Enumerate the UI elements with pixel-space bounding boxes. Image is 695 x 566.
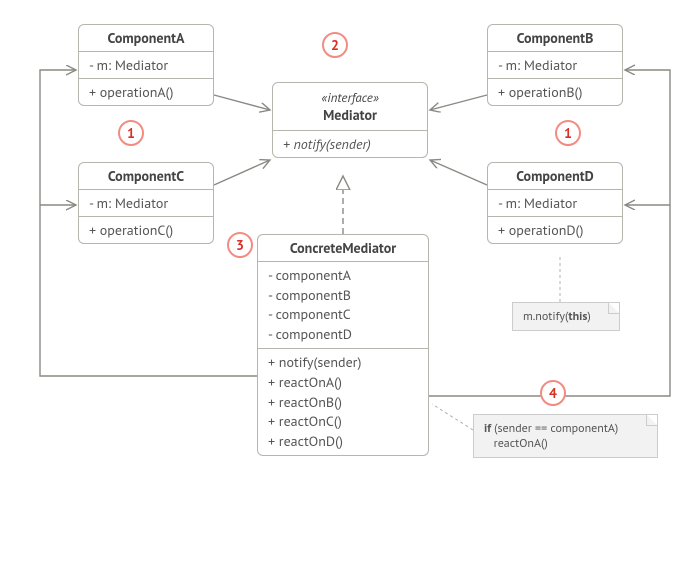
- class-component-d: ComponentD - m: Mediator + operationD(): [487, 162, 623, 244]
- annotation-badge-1a: 1: [118, 120, 144, 146]
- class-component-a: ComponentA - m: Mediator + operationA(): [78, 24, 214, 106]
- class-operation: + reactOnB(): [268, 393, 418, 413]
- class-field: - m: Mediator: [79, 52, 213, 79]
- class-field: - componentA: [268, 266, 418, 286]
- reaction-text: reactOnA(): [484, 436, 647, 451]
- annotation-badge-3: 3: [227, 232, 253, 258]
- class-title: ComponentB: [488, 25, 622, 52]
- class-title: ComponentA: [79, 25, 213, 52]
- class-operation: + reactOnC(): [268, 412, 418, 432]
- class-field: - componentD: [268, 325, 418, 345]
- class-fields: - componentA - componentB - componentC -…: [258, 262, 428, 349]
- class-field: - m: Mediator: [488, 52, 622, 79]
- class-operation: + reactOnA(): [268, 373, 418, 393]
- class-operation: + operationD(): [488, 217, 622, 243]
- class-operation: + operationB(): [488, 79, 622, 105]
- class-concrete-mediator: ConcreteMediator - componentA - componen…: [257, 234, 429, 456]
- keyword-if: if: [484, 421, 494, 436]
- keyword-this: this: [568, 309, 587, 324]
- class-operation: + operationA(): [79, 79, 213, 105]
- annotation-badge-2: 2: [322, 32, 348, 58]
- class-field: - componentC: [268, 305, 418, 325]
- class-operation: + operationC(): [79, 217, 213, 243]
- stereotype-label: «interface»: [283, 89, 417, 106]
- class-field: - componentB: [268, 286, 418, 306]
- class-title: ConcreteMediator: [258, 235, 428, 262]
- interface-mediator: «interface» Mediator + notify(sender): [272, 82, 428, 158]
- class-operations: + notify(sender) + reactOnA() + reactOnB…: [258, 349, 428, 455]
- class-field: - m: Mediator: [488, 190, 622, 217]
- class-operation: + notify(sender): [268, 353, 418, 373]
- class-operation: + notify(sender): [273, 131, 427, 157]
- class-component-b: ComponentB - m: Mediator + operationB(): [487, 24, 623, 106]
- class-component-c: ComponentC - m: Mediator + operationC(): [78, 162, 214, 244]
- class-operation: + reactOnD(): [268, 432, 418, 452]
- code-note-notify: m.notify(this): [512, 302, 620, 331]
- class-field: - m: Mediator: [79, 190, 213, 217]
- code-note-if: if (sender == componentA) reactOnA(): [473, 414, 658, 458]
- class-title: Mediator: [283, 106, 417, 124]
- class-title: ComponentD: [488, 163, 622, 190]
- condition-text: (sender == componentA): [494, 421, 618, 436]
- annotation-badge-4: 4: [540, 380, 566, 406]
- class-title: ComponentC: [79, 163, 213, 190]
- annotation-badge-1b: 1: [555, 120, 581, 146]
